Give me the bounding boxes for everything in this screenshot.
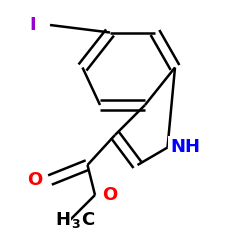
- Text: H: H: [55, 211, 70, 229]
- Text: O: O: [28, 171, 42, 189]
- Text: NH: NH: [170, 138, 200, 156]
- Text: I: I: [29, 16, 36, 34]
- Text: O: O: [102, 186, 118, 204]
- Text: C: C: [81, 211, 94, 229]
- Text: 3: 3: [71, 218, 80, 231]
